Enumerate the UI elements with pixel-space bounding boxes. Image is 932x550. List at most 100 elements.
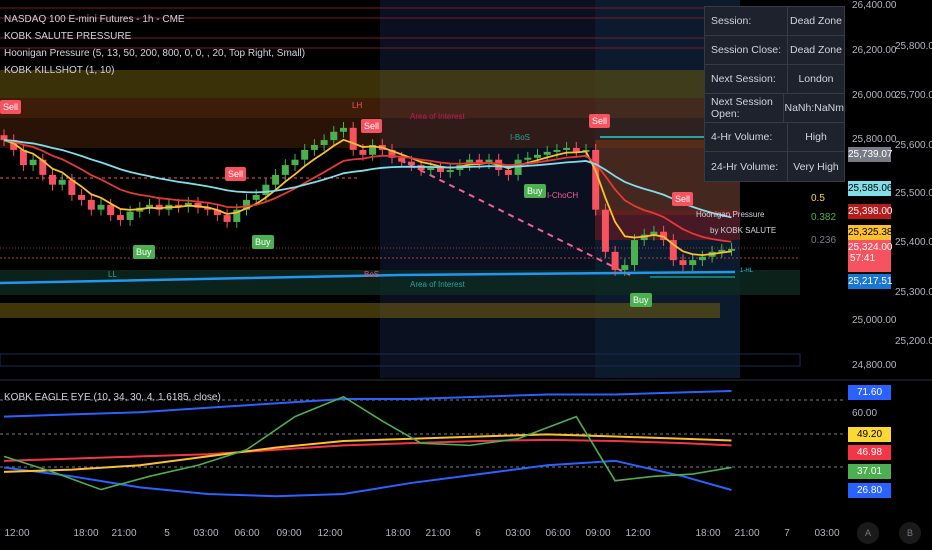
symbol-title[interactable]: NASDAQ 100 E-mini Futures - 1h - CME [4,14,185,25]
candle [194,196,202,214]
candle-body [272,174,280,185]
candle [330,125,338,146]
candle-body [262,184,270,195]
candle [320,134,328,151]
candle [650,225,658,241]
oscillator-grid [0,399,845,468]
time-axis-label: 12:00 [4,528,30,539]
time-axis-label: 18:00 [695,528,721,539]
time-axis-label: 03:00 [193,528,219,539]
time-axis-label: 12:00 [317,528,343,539]
buy-signal: Buy [524,184,546,198]
cell-value: London [798,73,834,85]
axis-label: 24,800.00 [852,360,897,371]
candle [669,234,677,267]
axis-label: 25,200.00 [895,336,932,347]
indicator-legend[interactable]: Hoonigan Pressure (5, 13, 50, 200, 800, … [4,48,306,59]
table-row: 4-Hr Volume: High [705,123,844,152]
sell-signal: Sell [361,119,383,133]
candle-body [252,194,260,200]
candle [689,254,697,271]
time-axis-label: 5 [164,528,170,539]
oscillator-upper-line [3,390,732,418]
axis-label: 25,800.00 [895,41,932,52]
ll-label: LL [108,270,117,279]
candle-body [446,169,454,172]
candle [437,162,444,178]
candle-body [601,209,609,252]
candle [19,144,27,171]
hl-label: 1-HL [740,268,754,274]
fib-level: 0.382 [811,212,837,223]
oscillator-legend[interactable]: KOBK EAGLE EYE (10, 34, 30, 4, 1.6185, c… [4,392,221,403]
candle-body [553,149,561,152]
candle [698,250,706,267]
time-axis-label: 06:00 [545,528,571,539]
session-shade [380,0,595,378]
buy-signal: Buy [630,293,652,307]
sell-signal: Sell [0,100,22,114]
time-axis-label: 18:00 [385,528,411,539]
candle-body [301,149,309,160]
candle-body [39,159,47,175]
watermark-label: Hoonigan Pressure [696,210,765,219]
axis-label: 25,600.00 [895,140,932,151]
candle-body [669,240,677,261]
candle [340,121,347,138]
candle [601,203,609,258]
cell-value: Very High [793,160,839,173]
moving-average-line [3,139,732,243]
candle-body [330,131,338,141]
candle-body [281,165,289,175]
time-axis-label: 18:00 [73,528,99,539]
candle [10,134,18,156]
axis-label: 25,400.00 [895,237,932,248]
candle-body [87,199,95,210]
candle-body [621,265,629,270]
axis-label: 25,800.00 [852,134,897,145]
log-scale-button[interactable]: B [899,522,921,544]
time-axis-label: 06:00 [234,528,260,539]
candle-body [68,179,76,195]
time-axis-label: 7 [784,528,790,539]
candle-body [485,159,493,164]
candle-body [437,168,444,172]
candle [213,203,221,221]
candle-body [679,260,687,266]
candle [175,198,183,213]
indicator-legend[interactable]: KOBK SALUTE PRESSURE [4,31,132,42]
cell-key: Session Close: [705,36,788,64]
buy-signal: Buy [252,235,274,249]
candle-body [475,159,483,164]
auto-scale-button[interactable]: A [857,522,879,544]
candle-body [611,251,619,270]
axis-label: 25,700.00 [895,90,932,101]
time-axis-label: 6 [475,528,481,539]
candle-body [592,149,600,210]
last-price-tag: 25,324.00 57:41 [848,240,893,272]
table-row: 24-Hr Volume: Very High [705,152,844,181]
candle [301,144,309,166]
cell-key: Session: [705,7,788,35]
candle [0,129,8,146]
candle-body [78,194,86,200]
candle-body [213,209,221,216]
osc-axis-label: 60.00 [852,408,878,419]
candle-body [243,199,250,210]
price-tag: 25,585.06 [848,181,893,196]
candle-body [19,149,27,166]
candle-body [650,231,658,235]
axis-label: 25,300.00 [895,287,932,298]
candle-body [291,159,299,166]
time-axis-label: 09:00 [276,528,302,539]
zones [0,7,801,367]
candle-body [524,157,532,160]
candle-body [563,147,571,150]
sell-signal: Sell [672,192,694,206]
bos-label: BoS [364,270,380,279]
candle [68,173,76,201]
indicator-legend[interactable]: KOBK KILLSHOT (1, 10) [4,65,115,76]
cell-key: 24-Hr Volume: [705,152,788,181]
bar-countdown: 57:41 [850,253,876,264]
